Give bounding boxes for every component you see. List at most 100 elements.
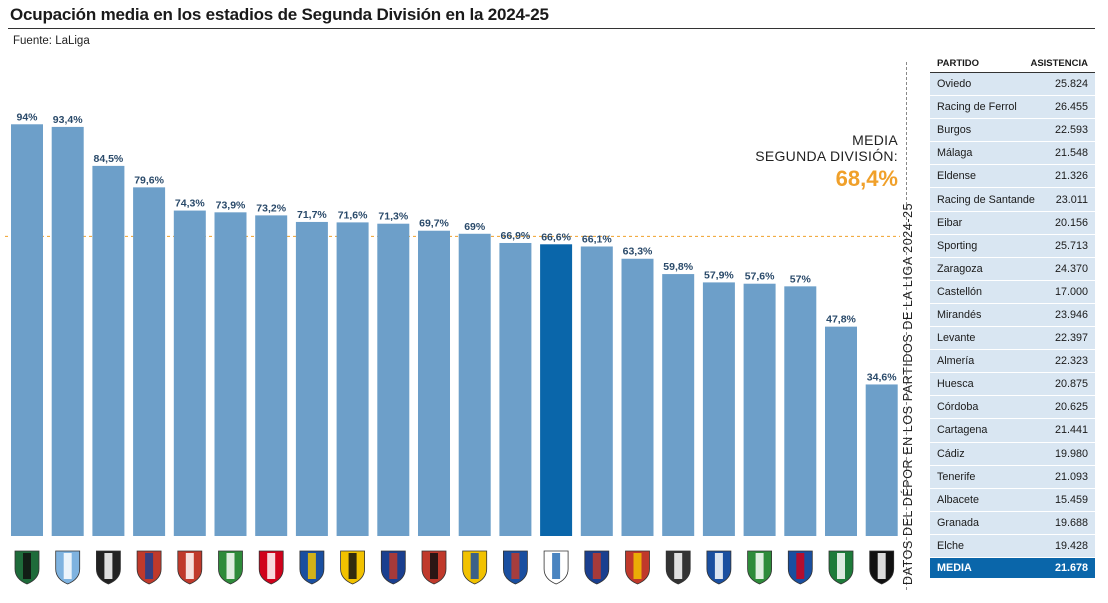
bar	[214, 212, 247, 536]
table-cell-asistencia: 21.326	[1054, 170, 1088, 183]
table-cell-partido: Sporting	[937, 239, 978, 252]
table-row: Albacete 15.459	[930, 488, 1095, 512]
bar-value-label: 69,7%	[419, 218, 449, 230]
table-row: Racing de Santander 23.011	[930, 188, 1095, 212]
bar-value-label: 34,6%	[867, 371, 897, 383]
table-header-partido: PARTIDO	[937, 58, 980, 69]
table-cell-partido: Eibar	[937, 216, 963, 229]
bar-value-label: 69%	[464, 221, 486, 233]
table-row: Oviedo 25.824	[930, 73, 1095, 97]
cadiz-crest-icon	[462, 550, 488, 585]
tenerife-crest-icon	[706, 550, 732, 585]
castellon-crest-icon	[340, 550, 365, 585]
table-body: Oviedo 25.824 Racing de Ferrol 26.455 Burgos…	[930, 73, 1095, 558]
bar-value-label: 47,8%	[826, 314, 856, 326]
table-row: Huesca 20.875	[930, 373, 1095, 397]
table-cell-asistencia: 21.548	[1054, 147, 1088, 160]
bar-value-label: 66,9%	[501, 230, 531, 242]
side-label: DATOS DEL DÉPOR EN LOS PARTIDOS DE LA LI…	[901, 202, 915, 585]
table-cell-asistencia: 17.000	[1054, 285, 1088, 298]
bar	[825, 326, 857, 536]
table-row: Málaga 21.548	[930, 142, 1095, 166]
vertical-divider	[906, 62, 907, 590]
table-cell-asistencia: 26.455	[1054, 101, 1088, 114]
bar-value-label: 94%	[16, 111, 38, 123]
bar-value-label: 57%	[790, 273, 812, 285]
bar	[662, 274, 695, 536]
huesca-crest-icon	[380, 550, 406, 585]
zaragoza-crest-icon	[787, 550, 813, 585]
table-cell-asistencia: 23.011	[1055, 193, 1088, 206]
sporting-crest-icon	[258, 550, 284, 585]
table-total-label: MEDIA	[937, 561, 972, 574]
cordoba-crest-icon	[218, 550, 243, 585]
table-cell-asistencia: 15.459	[1054, 493, 1088, 506]
table-cell-partido: Burgos	[937, 124, 972, 137]
table-row: Mirandés 23.946	[930, 303, 1095, 328]
bar-value-label: 84,5%	[94, 153, 124, 165]
bar-chart: 94% 93,4% 84,5% 79,6% 74,3% 73,9% 73,2% 71,7% 71…	[0, 50, 905, 603]
table-cell-partido: Tenerife	[937, 470, 976, 483]
table-cell-asistencia: 24.370	[1054, 262, 1088, 275]
table-cell-partido: Oviedo	[937, 78, 972, 91]
bar-value-label: 71,3%	[378, 211, 408, 223]
table-row: Córdoba 20.625	[930, 396, 1095, 420]
bar	[173, 210, 206, 537]
bar-value-label: 57,9%	[704, 269, 734, 281]
bar	[255, 215, 288, 536]
table-header-asistencia: ASISTENCIA	[1030, 58, 1088, 69]
bar-value-label: 66,1%	[582, 233, 612, 245]
bar	[51, 126, 84, 537]
table-row: Eibar 20.156	[930, 211, 1095, 235]
bar-value-label: 71,6%	[338, 209, 368, 221]
table-total-row: MEDIA 21.678	[930, 557, 1095, 578]
albacete-crest-icon	[665, 550, 691, 585]
bar-highlight	[540, 244, 573, 537]
bar-value-label: 93,4%	[53, 114, 83, 126]
granada-crest-icon	[177, 550, 203, 585]
bar-value-label: 73,2%	[256, 202, 286, 214]
bar-value-label: 74,3%	[175, 198, 205, 210]
bar-value-label: 63,3%	[623, 246, 653, 258]
racing-santander-crest-icon	[828, 550, 854, 585]
bar	[499, 242, 532, 536]
table-row: Levante 22.397	[930, 327, 1095, 351]
table-cell-asistencia: 19.980	[1054, 447, 1088, 460]
table-row: Granada 19.688	[930, 511, 1095, 535]
table-cell-asistencia: 21.441	[1054, 424, 1088, 437]
cartagena-crest-icon	[869, 550, 895, 585]
table-cell-asistencia: 22.397	[1054, 332, 1088, 345]
racing-ferrol-crest-icon	[14, 550, 40, 585]
table-row: Racing de Ferrol 26.455	[930, 96, 1095, 120]
table-cell-partido: Elche	[937, 539, 965, 552]
chart-title: Ocupación media en los estadios de Segun…	[10, 5, 549, 24]
bar	[336, 222, 369, 536]
table-header: PARTIDO ASISTENCIA	[930, 58, 1095, 73]
table-row: Cádiz 19.980	[930, 442, 1095, 466]
table-cell-asistencia: 23.946	[1054, 308, 1088, 321]
bar	[784, 286, 817, 536]
average-label-line1: MEDIA	[852, 132, 898, 148]
average-value: 68,4%	[835, 166, 898, 191]
burgos-crest-icon	[96, 550, 121, 585]
source-note: Fuente: LaLiga	[13, 35, 90, 47]
table-row: Sporting 25.713	[930, 234, 1095, 258]
table-cell-partido: Racing de Santander	[937, 193, 1035, 206]
attendance-table: PARTIDO ASISTENCIA Oviedo 25.824 Racing de…	[930, 58, 1095, 578]
table-cell-asistencia: 19.688	[1054, 516, 1088, 529]
table-total-value: 21.678	[1054, 561, 1088, 574]
bar-value-label: 59,8%	[663, 261, 693, 273]
average-label: MEDIA SEGUNDA DIVISIÓN:	[755, 132, 898, 164]
bar-value-label: 73,9%	[216, 199, 246, 211]
table-cell-partido: Cartagena	[937, 424, 988, 437]
bar	[580, 246, 613, 536]
elche-crest-icon	[747, 550, 772, 585]
table-cell-asistencia: 19.428	[1054, 539, 1088, 552]
bar-value-label: 57,6%	[745, 271, 775, 283]
table-cell-asistencia: 22.323	[1054, 355, 1088, 368]
oviedo-crest-icon	[299, 550, 325, 585]
table-cell-asistencia: 20.875	[1054, 378, 1088, 391]
bar	[11, 124, 43, 536]
table-row: Eldense 21.326	[930, 165, 1095, 189]
bar	[418, 230, 450, 537]
